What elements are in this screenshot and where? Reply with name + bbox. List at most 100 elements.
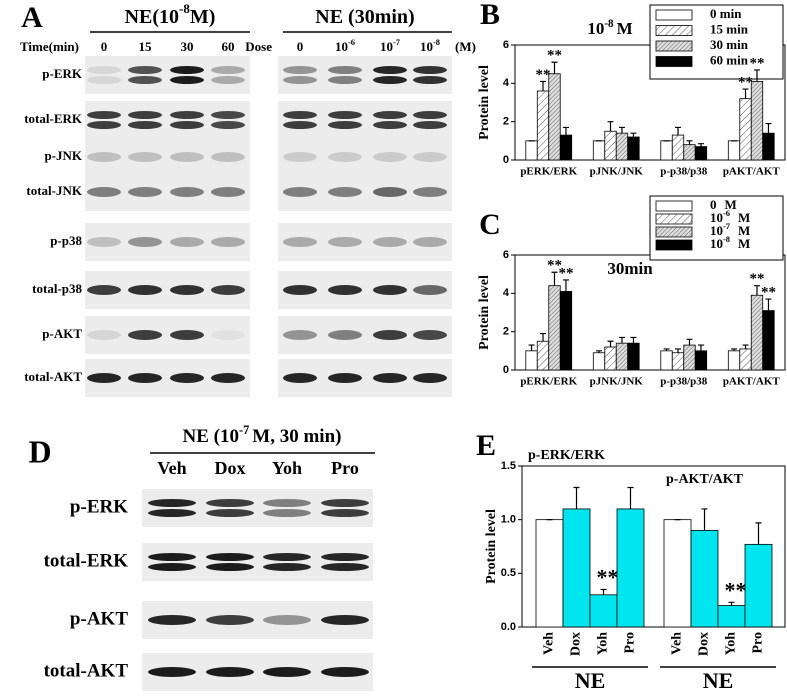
blot-band — [128, 285, 162, 295]
bar — [727, 140, 741, 161]
legend-swatch — [655, 226, 693, 238]
bar — [671, 352, 685, 371]
error-bar — [697, 143, 704, 147]
lane-label: 10-6 — [335, 37, 355, 54]
row-label: p-JNK — [44, 148, 82, 163]
legend-label: 60 min — [710, 52, 749, 67]
bar — [663, 519, 692, 628]
blot-band — [87, 121, 121, 129]
blot-strip — [278, 138, 452, 176]
y-tick-label: 2 — [503, 116, 509, 128]
blot-title: NE (10-7 M, 30 min) — [183, 423, 342, 448]
blot-strip — [278, 223, 452, 261]
bar — [627, 342, 640, 371]
error-bar — [675, 126, 682, 136]
blot-band — [413, 373, 447, 383]
error-bar — [551, 61, 558, 74]
legend-label: 10-8 M — [710, 234, 750, 251]
blot-title: NE(10-8M) — [125, 1, 216, 27]
bar — [744, 543, 773, 628]
lane-label: 60 — [222, 39, 235, 54]
significance-label: ** — [597, 564, 619, 589]
legend-label-unit: M — [738, 210, 750, 225]
error-bar — [686, 140, 693, 145]
lane-label: 30 — [181, 39, 194, 54]
error-bar — [675, 348, 682, 353]
error-bar — [697, 344, 704, 351]
blot-band — [87, 187, 121, 197]
blot-band — [87, 152, 121, 162]
blot-band — [328, 111, 362, 119]
bar — [750, 81, 764, 161]
legend-label: 0 min — [710, 6, 742, 21]
blot-band — [413, 285, 447, 295]
error-bar — [627, 486, 634, 509]
blot-band — [128, 152, 162, 162]
significance-label: ** — [558, 265, 573, 281]
blot-band — [263, 615, 311, 625]
x-tick-label: Pro — [623, 632, 638, 654]
blot-band — [128, 237, 162, 247]
blot-band — [321, 563, 369, 571]
bar — [559, 291, 573, 371]
bar — [548, 73, 561, 161]
bar — [739, 98, 752, 161]
x-tick-label: Pro — [751, 632, 766, 654]
legend-swatch — [655, 239, 693, 251]
x-tick-label: pERK/ERK — [520, 376, 577, 388]
blot-band — [170, 330, 204, 340]
y-tick-label: 0.0 — [501, 621, 516, 633]
y-axis-label: Protein level — [477, 275, 492, 350]
y-tick-label: 2 — [503, 326, 509, 338]
x-tick-label: Yoh — [596, 632, 611, 656]
bar — [548, 285, 561, 371]
row-label: total-p38 — [32, 281, 82, 296]
error-bar — [551, 271, 558, 286]
chart-title-unit: M — [617, 19, 633, 38]
blot-band — [413, 237, 447, 247]
blot-band — [87, 285, 121, 295]
row-label: p-AKT — [70, 608, 128, 629]
legend-label-unit: M — [725, 197, 737, 212]
blot-band — [87, 237, 121, 247]
significance-label: ** — [738, 75, 753, 91]
blot-band — [283, 76, 317, 84]
group-annotation: p-AKT/AKT — [666, 472, 744, 487]
blot-band — [148, 563, 196, 571]
blot-band — [328, 76, 362, 84]
blot-title-base: NE(10 — [125, 6, 179, 28]
blot-band — [328, 373, 362, 383]
blot-band — [263, 499, 311, 507]
blot-band — [170, 187, 204, 197]
legend-label-base: 10 — [710, 236, 723, 251]
y-axis-label: Protein level — [484, 509, 499, 584]
error-bar — [618, 126, 625, 134]
error-bar — [728, 601, 735, 606]
axis-label: Time(min) — [20, 39, 79, 54]
bar — [683, 144, 696, 161]
blot-band — [170, 66, 204, 74]
chart-title: 30min — [607, 259, 653, 278]
blot-band — [170, 121, 204, 129]
blot-band — [211, 237, 245, 247]
y-tick-label: 1.0 — [501, 514, 516, 526]
blot-band — [413, 121, 447, 129]
lane-label-base: 10 — [380, 39, 393, 54]
bar — [615, 132, 629, 161]
bar — [604, 346, 617, 371]
significance-label: ** — [761, 285, 776, 301]
error-bar — [607, 340, 614, 347]
lane-label-exp: -6 — [348, 37, 355, 47]
blot-band — [321, 615, 369, 625]
error-bar — [753, 69, 760, 82]
blot-band — [148, 509, 196, 517]
legend-label: 10-7 M — [710, 221, 750, 238]
blot-band — [148, 615, 196, 625]
group-annotation: p-ERK/ERK — [528, 448, 605, 463]
blot-band — [413, 111, 447, 119]
blot-band — [170, 373, 204, 383]
blot-band — [128, 373, 162, 383]
blot-band — [321, 553, 369, 561]
lane-label: Yoh — [272, 458, 302, 478]
